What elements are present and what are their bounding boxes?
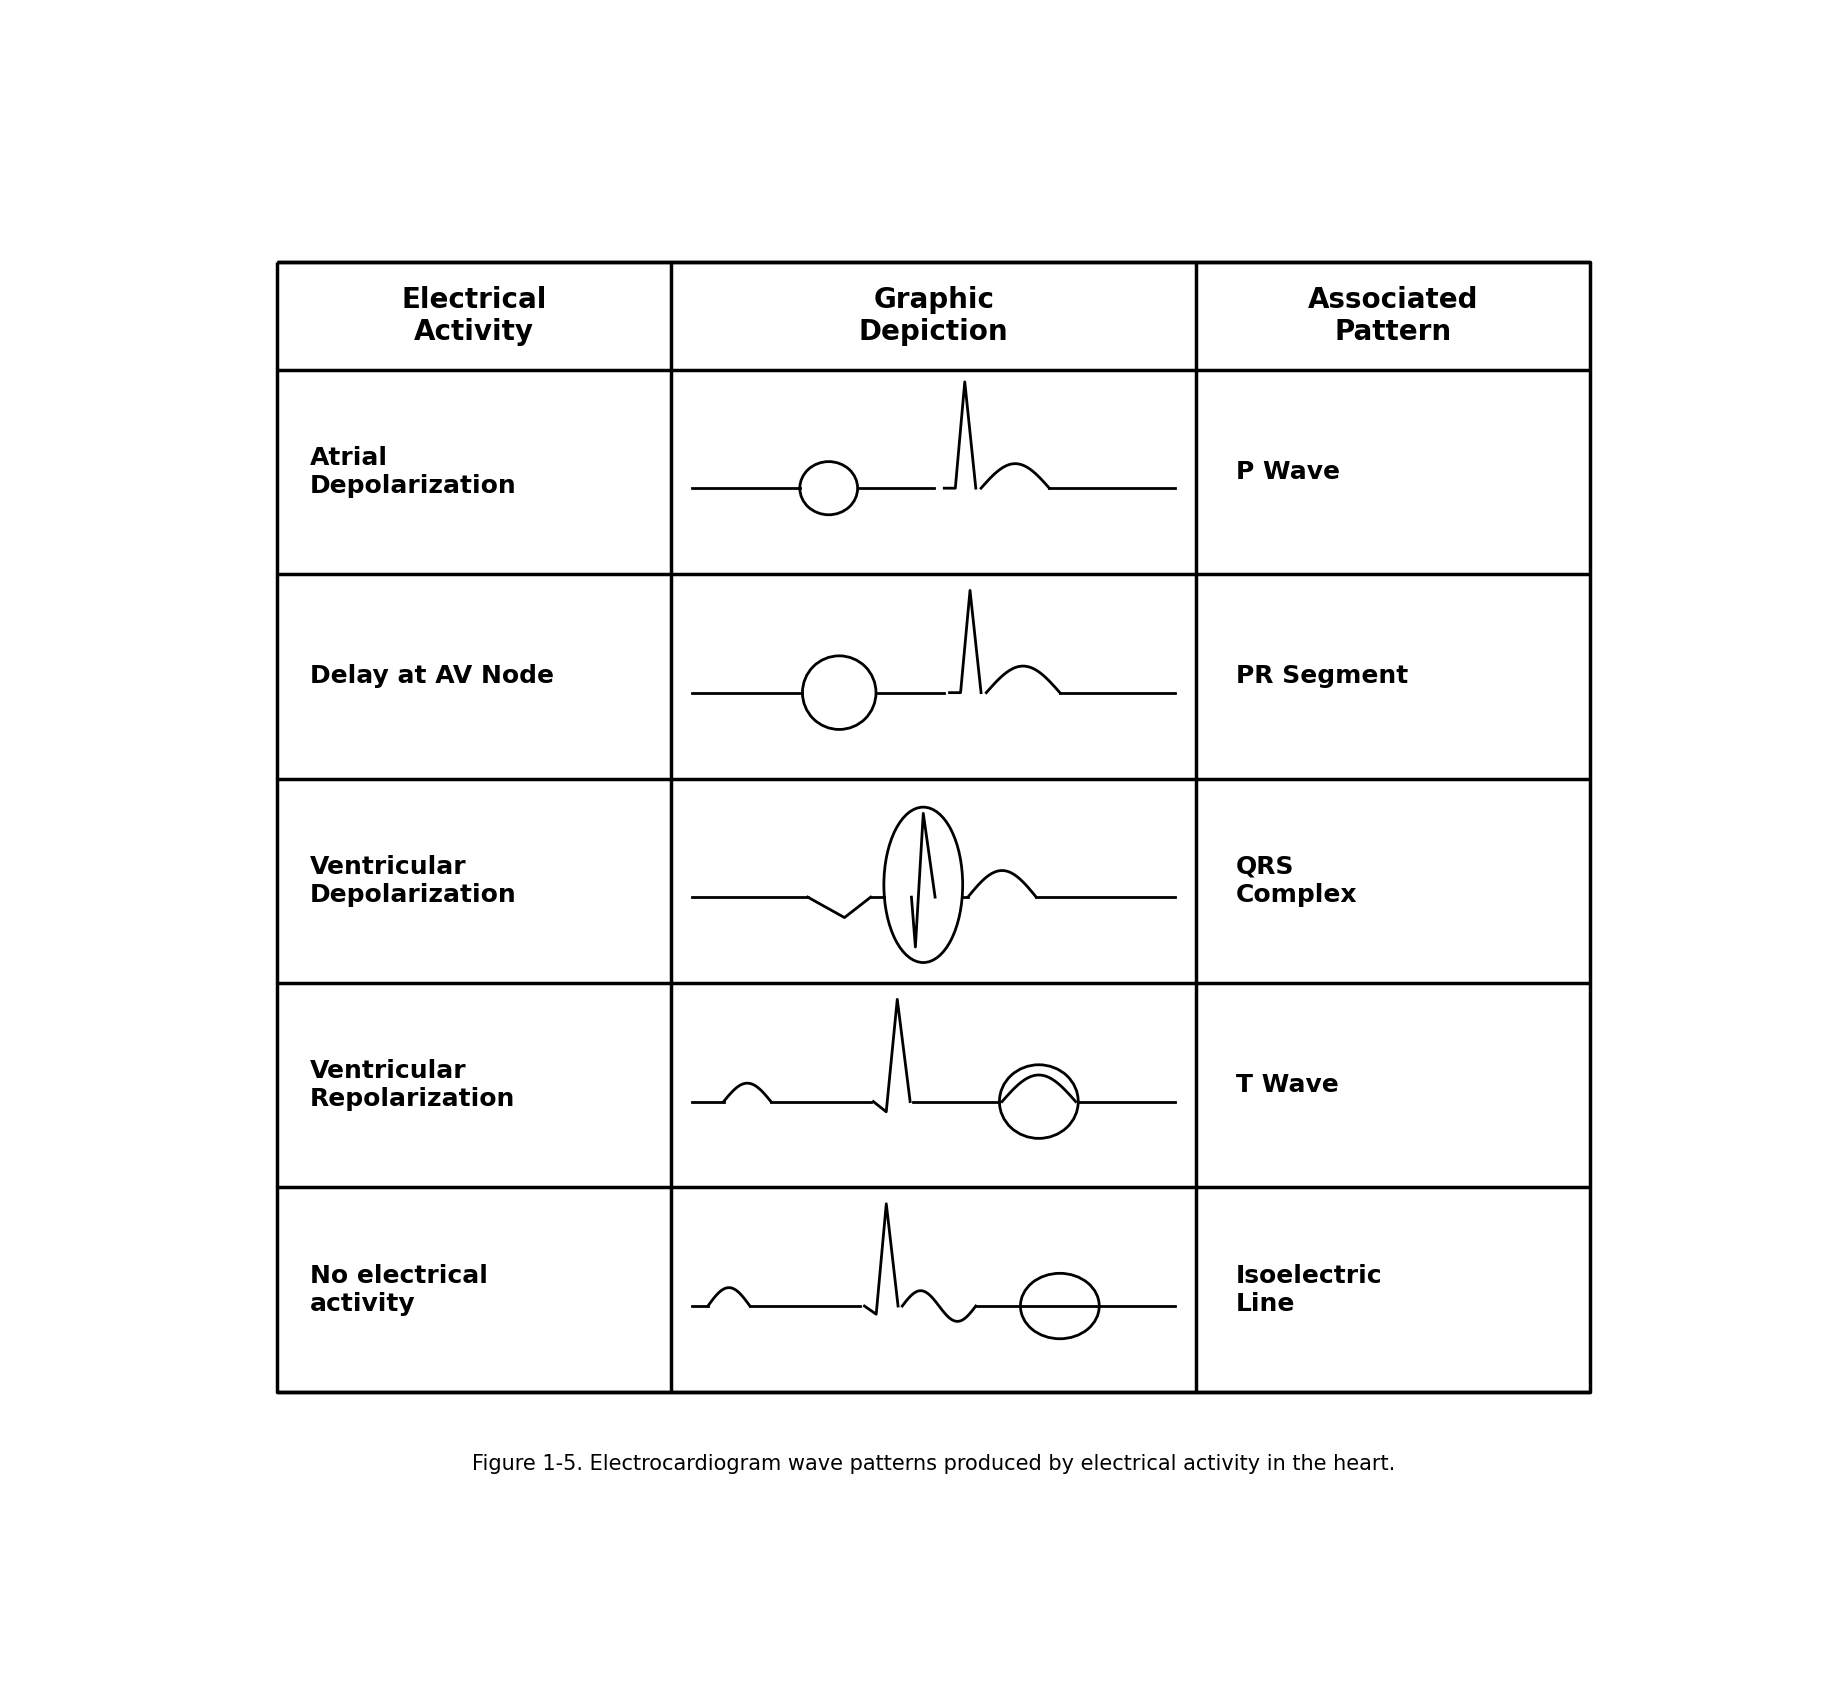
Text: Graphic
Depiction: Graphic Depiction bbox=[858, 285, 1009, 346]
Text: T Wave: T Wave bbox=[1235, 1074, 1339, 1097]
Text: Isoelectric
Line: Isoelectric Line bbox=[1235, 1264, 1383, 1316]
Text: P Wave: P Wave bbox=[1235, 460, 1339, 483]
Text: QRS
Complex: QRS Complex bbox=[1235, 855, 1357, 907]
Text: No electrical
activity: No electrical activity bbox=[310, 1264, 488, 1316]
Text: Ventricular
Repolarization: Ventricular Repolarization bbox=[310, 1060, 516, 1111]
Text: Delay at AV Node: Delay at AV Node bbox=[310, 665, 554, 689]
Text: Ventricular
Depolarization: Ventricular Depolarization bbox=[310, 855, 517, 907]
Text: Atrial
Depolarization: Atrial Depolarization bbox=[310, 446, 517, 497]
Text: Associated
Pattern: Associated Pattern bbox=[1308, 285, 1479, 346]
Text: PR Segment: PR Segment bbox=[1235, 665, 1408, 689]
Text: Electrical
Activity: Electrical Activity bbox=[401, 285, 547, 346]
Text: Figure 1-5. Electrocardiogram wave patterns produced by electrical activity in t: Figure 1-5. Electrocardiogram wave patte… bbox=[472, 1453, 1396, 1474]
